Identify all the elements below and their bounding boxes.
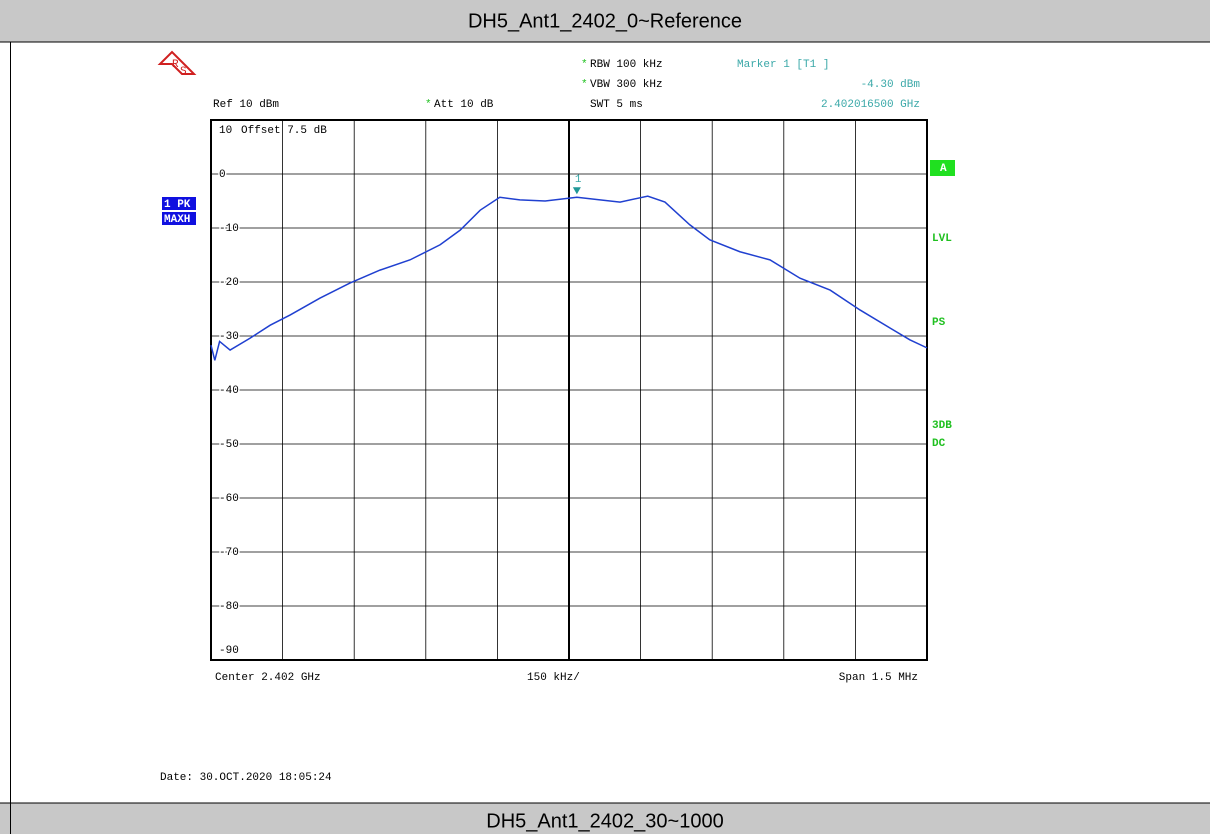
trace-label-box bbox=[162, 197, 196, 210]
y-tick-label: -30 bbox=[219, 331, 239, 343]
y-tick-label: 10 bbox=[219, 125, 232, 137]
side-label: DC bbox=[932, 438, 946, 450]
header-title: DH5_Ant1_2402_0~Reference bbox=[468, 10, 742, 32]
date-label: Date: 30.OCT.2020 18:05:24 bbox=[160, 772, 332, 784]
plot-frame bbox=[210, 119, 928, 661]
footer-title: DH5_Ant1_2402_30~1000 bbox=[486, 810, 723, 832]
y-tick-label: -90 bbox=[219, 645, 239, 657]
y-tick-label: -20 bbox=[219, 277, 239, 289]
y-tick-label: -40 bbox=[219, 385, 239, 397]
y-tick-label: -10 bbox=[219, 223, 239, 235]
x-axis-label: Center 2.402 GHz bbox=[215, 672, 321, 684]
setting-text: VBW 300 kHz bbox=[590, 79, 663, 91]
y-tick-label: -70 bbox=[219, 547, 239, 559]
x-axis-label: Span 1.5 MHz bbox=[839, 672, 918, 684]
offset-label: Offset 7.5 dB bbox=[241, 125, 327, 137]
setting-star: * bbox=[581, 59, 588, 71]
y-tick-label: -50 bbox=[219, 439, 239, 451]
setting-star: * bbox=[581, 79, 588, 91]
logo: RS bbox=[157, 50, 197, 78]
svg-text:S: S bbox=[180, 66, 187, 78]
side-label: LVL bbox=[932, 233, 952, 245]
marker-value: -4.30 dBm bbox=[861, 79, 921, 91]
y-tick-label: -60 bbox=[219, 493, 239, 505]
trace bbox=[210, 195, 928, 361]
setting-text: RBW 100 kHz bbox=[590, 59, 663, 71]
y-tick-label: 0 bbox=[219, 169, 226, 181]
trace-label: MAXH bbox=[164, 214, 190, 226]
svg-text:R: R bbox=[172, 59, 179, 71]
marker-freq: 2.402016500 GHz bbox=[821, 99, 920, 111]
trace-label-box bbox=[162, 212, 196, 225]
footer-bar bbox=[0, 803, 1210, 834]
side-label: 3DB bbox=[932, 420, 952, 432]
y-tick-label: -80 bbox=[219, 601, 239, 613]
setting-text: SWT 5 ms bbox=[590, 99, 643, 111]
side-label: PS bbox=[932, 317, 946, 329]
marker bbox=[572, 187, 581, 195]
marker-label: 1 bbox=[575, 174, 582, 186]
setting-text: Att 10 dB bbox=[434, 99, 494, 111]
x-axis-label: 150 kHz/ bbox=[527, 672, 580, 684]
side-label-box bbox=[930, 160, 955, 176]
marker-title: Marker 1 [T1 ] bbox=[737, 59, 829, 71]
trace-label: 1 PK bbox=[164, 199, 191, 211]
header-bar bbox=[0, 0, 1210, 42]
setting-text: Ref 10 dBm bbox=[213, 99, 279, 111]
side-label: A bbox=[940, 163, 947, 175]
setting-star: * bbox=[425, 99, 432, 111]
